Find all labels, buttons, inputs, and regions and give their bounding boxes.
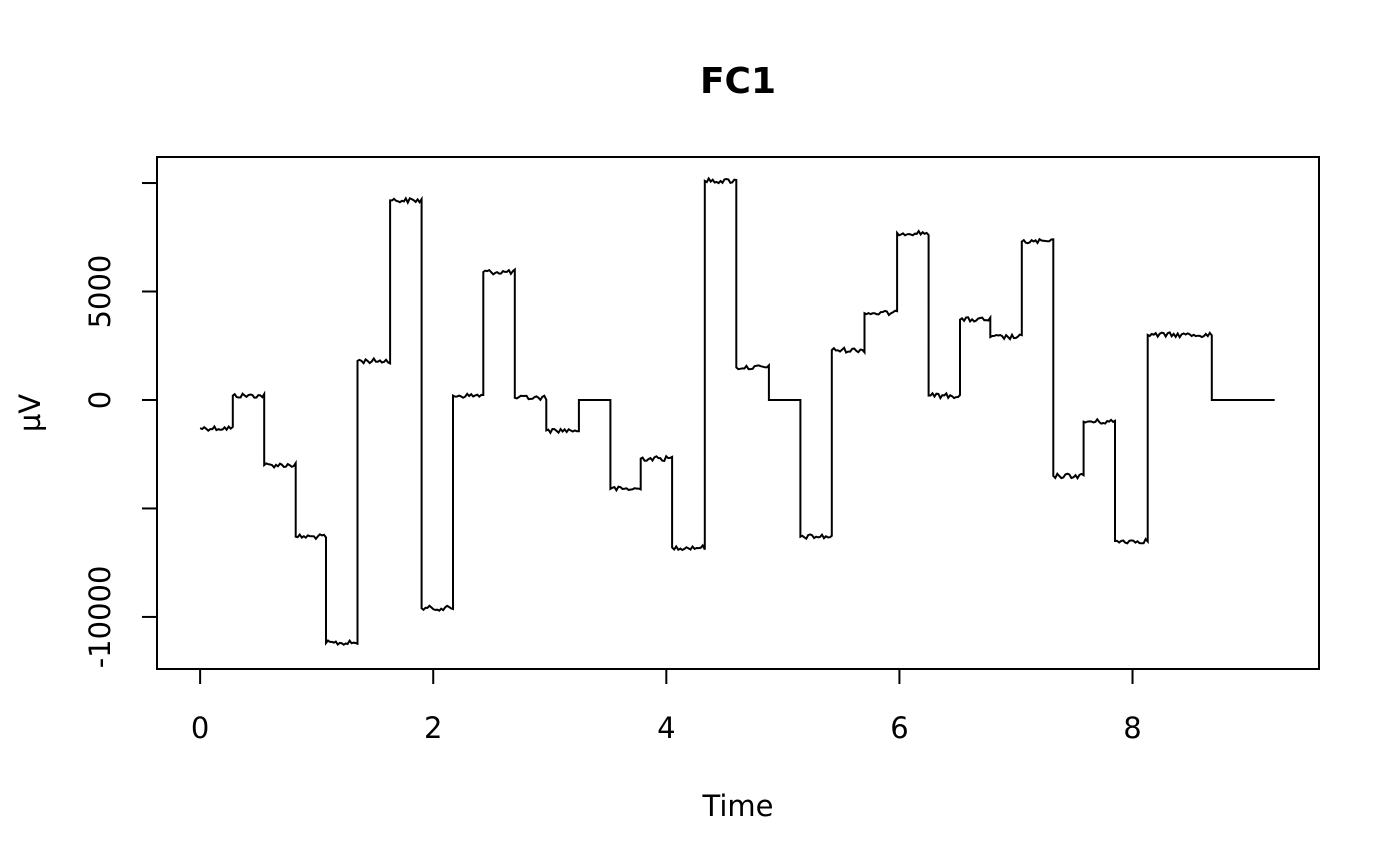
y-axis-label: µV [13, 394, 47, 432]
x-axis: 0 2 4 6 8 [191, 668, 1142, 745]
y-axis: -10000 0 5000 [83, 182, 158, 669]
y-tick-label: 5000 [83, 255, 117, 329]
x-tick-label: 2 [424, 711, 442, 745]
series-line [199, 176, 1275, 646]
y-tick-label: 0 [83, 391, 117, 409]
y-tick-label: -10000 [83, 566, 117, 669]
chart-title: FC1 [700, 61, 776, 102]
x-tick-label: 6 [890, 711, 908, 745]
plot-frame [156, 156, 1320, 670]
x-axis-label: Time [702, 789, 774, 823]
x-tick-label: 0 [191, 711, 209, 745]
x-tick-label: 8 [1123, 711, 1141, 745]
x-tick-label: 4 [657, 711, 675, 745]
